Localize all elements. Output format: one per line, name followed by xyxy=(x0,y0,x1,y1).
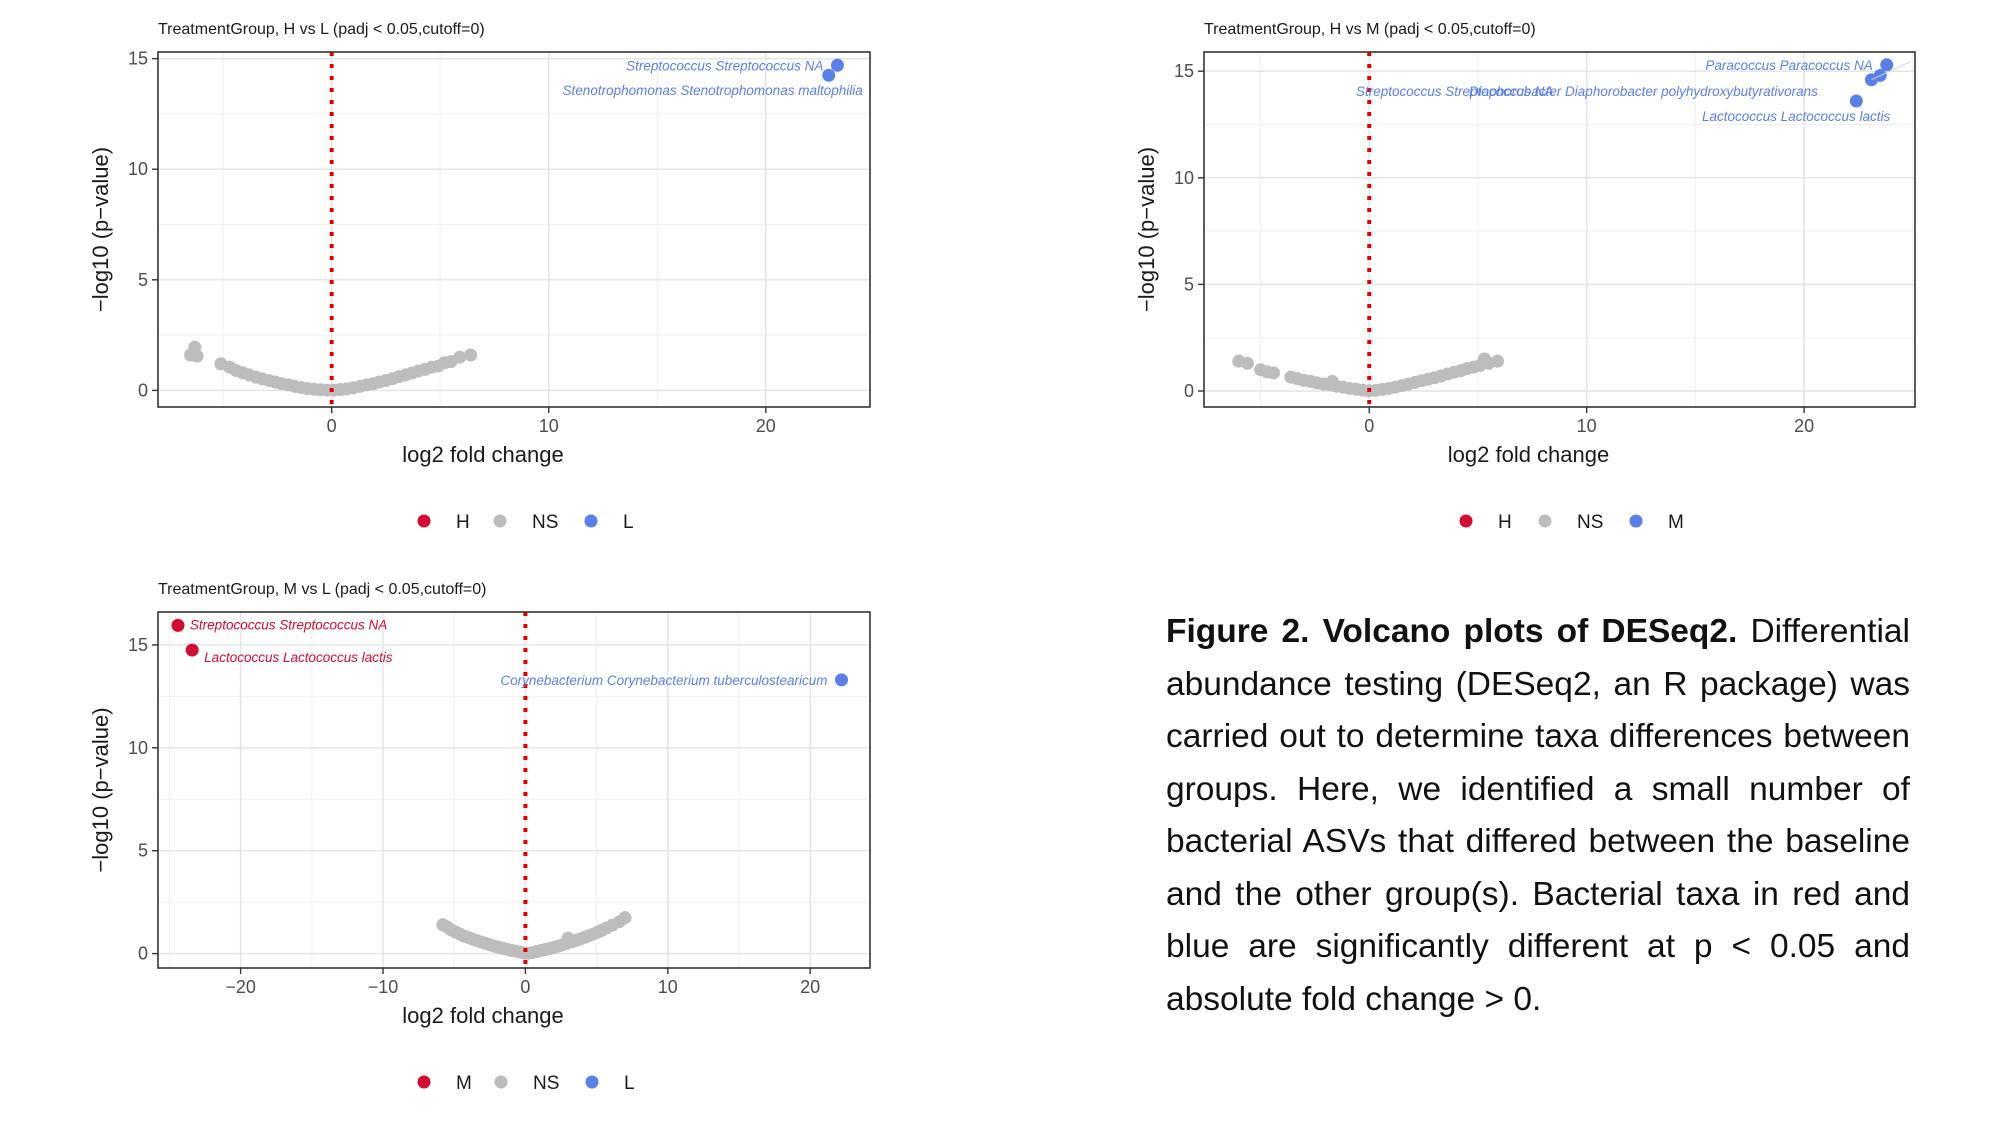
x-axis-label: log2 fold change xyxy=(1448,442,1609,467)
x-tick-label: 20 xyxy=(756,416,776,436)
x-tick-label: −10 xyxy=(368,977,399,997)
x-tick-label: 0 xyxy=(1364,416,1374,436)
volcano-panel-3: Streptococcus Streptococcus NA Lactococcu… xyxy=(88,581,871,1094)
y-tick-label: 15 xyxy=(128,49,148,69)
legend-marker xyxy=(1538,514,1552,528)
x-axis-label: log2 fold change xyxy=(402,1003,563,1028)
ns-point xyxy=(464,348,478,362)
x-tick-label: 10 xyxy=(658,977,678,997)
y-tick-label: 5 xyxy=(1184,274,1194,294)
point-label: Paracoccus Paracoccus NA xyxy=(1705,58,1872,73)
plot-background xyxy=(158,612,870,968)
plot-title: TreatmentGroup, M vs L (padj < 0.05,cuto… xyxy=(158,581,486,598)
y-tick-label: 10 xyxy=(128,159,148,179)
ns-point xyxy=(1491,354,1505,368)
y-tick-label: 0 xyxy=(138,380,148,400)
point-label: Streptococcus Streptococcus NA xyxy=(626,58,823,73)
legend-label: H xyxy=(1498,512,1512,533)
plot-title: TreatmentGroup, H vs M (padj < 0.05,cuto… xyxy=(1204,21,1536,38)
ns-point xyxy=(190,349,204,363)
plot-background xyxy=(158,52,870,407)
significant-point xyxy=(835,673,849,687)
legend: H NS L xyxy=(417,512,634,533)
y-tick-label: 15 xyxy=(128,635,148,655)
x-tick-label: 0 xyxy=(520,977,530,997)
point-label: Streptococcus Streptococcus NA xyxy=(190,617,387,632)
x-tick-label: 20 xyxy=(800,977,820,997)
point-label: Lactococcus Lactococcus lactis xyxy=(204,650,393,665)
significant-point xyxy=(1849,94,1863,108)
label-leader-line xyxy=(1871,61,1911,81)
legend-label: M xyxy=(456,1073,472,1094)
caption-title: Figure 2. Volcano plots of DESeq2. xyxy=(1166,613,1738,650)
y-tick-label: 5 xyxy=(138,841,148,861)
legend: H NS M xyxy=(1459,512,1684,533)
x-tick-label: 10 xyxy=(539,416,559,436)
legend-label: L xyxy=(624,1073,635,1094)
y-tick-label: 10 xyxy=(1174,168,1194,188)
significant-point xyxy=(1880,58,1894,72)
overlap-label: Streptococcus Streptococcus NA xyxy=(1356,84,1553,99)
y-axis-label: −log10 (p−value) xyxy=(88,707,113,872)
legend-marker xyxy=(1629,514,1643,528)
legend-marker xyxy=(494,1075,508,1089)
overlap-label: Diaphorobacter Diaphorobacter polyhydrox… xyxy=(1469,84,1818,99)
legend-label: M xyxy=(1668,512,1684,533)
ns-point xyxy=(453,350,467,364)
x-tick-label: −20 xyxy=(225,977,256,997)
plot-frame xyxy=(157,51,871,408)
ns-point xyxy=(1240,356,1254,370)
legend-marker xyxy=(417,514,431,528)
y-axis-label: −log10 (p−value) xyxy=(1134,147,1159,312)
plot-frame xyxy=(1203,51,1916,408)
volcano-panel-2: Paracoccus Paracoccus NA Lactococcus Lact… xyxy=(1134,21,1916,533)
legend: M NS L xyxy=(417,1073,635,1094)
legend-marker xyxy=(585,1075,599,1089)
legend-label: NS xyxy=(533,1073,559,1094)
legend-marker xyxy=(493,514,507,528)
significant-point xyxy=(822,68,836,82)
volcano-panel-1: Streptococcus Streptococcus NA Stenotroph… xyxy=(88,21,871,533)
ns-point xyxy=(1267,366,1281,380)
point-label: Lactococcus Lactococcus lactis xyxy=(1702,109,1891,124)
significant-point xyxy=(830,58,844,72)
legend-marker xyxy=(1459,514,1473,528)
y-tick-label: 15 xyxy=(1174,61,1194,81)
point-label: Corynebacterium Corynebacterium tubercul… xyxy=(500,673,827,688)
x-tick-label: 20 xyxy=(1794,416,1814,436)
legend-label: L xyxy=(623,512,634,533)
ns-point xyxy=(618,911,632,925)
plot-title: TreatmentGroup, H vs L (padj < 0.05,cuto… xyxy=(158,21,485,38)
legend-label: NS xyxy=(1577,512,1603,533)
legend-marker xyxy=(417,1075,431,1089)
figure-caption: Figure 2. Volcano plots of DESeq2. Diffe… xyxy=(1166,606,1910,1026)
plot-background xyxy=(1204,52,1915,407)
caption-body: Differential abundance testing (DESeq2, … xyxy=(1166,613,1910,1018)
significant-point xyxy=(185,643,199,657)
y-axis-label: −log10 (p−value) xyxy=(88,147,113,312)
legend-label: H xyxy=(456,512,470,533)
legend-label: NS xyxy=(532,512,558,533)
x-axis-label: log2 fold change xyxy=(402,442,563,467)
plot-frame xyxy=(157,611,871,969)
x-tick-label: 10 xyxy=(1577,416,1597,436)
significant-point xyxy=(171,618,185,632)
y-tick-label: 5 xyxy=(138,270,148,290)
legend-marker xyxy=(584,514,598,528)
point-label: Stenotrophomonas Stenotrophomonas maltop… xyxy=(563,83,864,98)
y-tick-label: 0 xyxy=(138,944,148,964)
y-tick-label: 10 xyxy=(128,738,148,758)
x-tick-label: 0 xyxy=(327,416,337,436)
y-tick-label: 0 xyxy=(1184,381,1194,401)
